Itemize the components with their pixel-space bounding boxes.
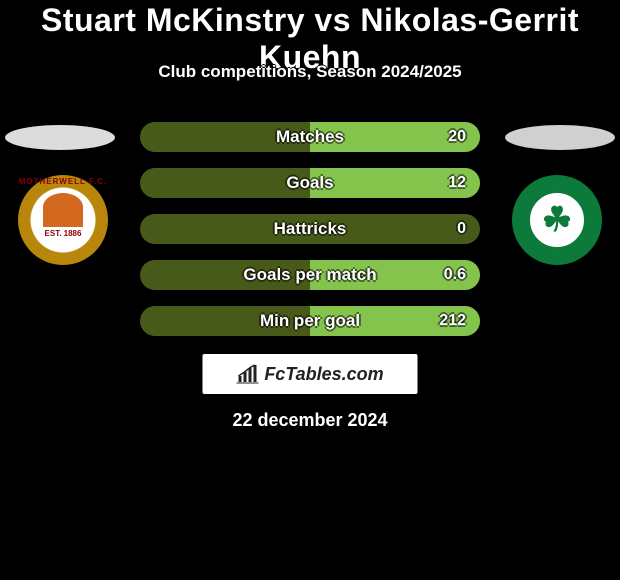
club-name-left: MOTHERWELL F.C. bbox=[18, 177, 108, 186]
metric-bars: Matches20 Goals12 Hattricks0 Goals per matc… bbox=[140, 122, 480, 352]
player-photo-right bbox=[505, 125, 615, 150]
metric-value-right: 12 bbox=[448, 174, 466, 192]
subtitle: Club competitions, Season 2024/2025 bbox=[0, 62, 620, 82]
metric-row: Hattricks0 bbox=[140, 214, 480, 244]
club-crest-left: MOTHERWELL F.C. bbox=[18, 175, 108, 265]
metric-label: Min per goal bbox=[140, 311, 480, 331]
metric-value-right: 20 bbox=[448, 128, 466, 146]
player-photo-left bbox=[5, 125, 115, 150]
brand-text: FcTables.com bbox=[264, 364, 383, 385]
metric-row: Min per goal212 bbox=[140, 306, 480, 336]
brand-box: FcTables.com bbox=[203, 354, 418, 394]
metric-row: Matches20 bbox=[140, 122, 480, 152]
club-crest-right: ☘ bbox=[512, 175, 602, 265]
metric-value-right: 0.6 bbox=[444, 266, 466, 284]
metric-label: Hattricks bbox=[140, 219, 480, 239]
chart-icon bbox=[236, 364, 258, 384]
metric-label: Goals bbox=[140, 173, 480, 193]
clover-icon: ☘ bbox=[542, 200, 572, 240]
metric-label: Goals per match bbox=[140, 265, 480, 285]
metric-label: Matches bbox=[140, 127, 480, 147]
metric-value-right: 0 bbox=[457, 220, 466, 238]
metric-value-right: 212 bbox=[439, 312, 466, 330]
metric-row: Goals12 bbox=[140, 168, 480, 198]
metric-row: Goals per match0.6 bbox=[140, 260, 480, 290]
comparison-card: Stuart McKinstry vs Nikolas-Gerrit Kuehn… bbox=[0, 0, 620, 580]
date-label: 22 december 2024 bbox=[0, 410, 620, 431]
